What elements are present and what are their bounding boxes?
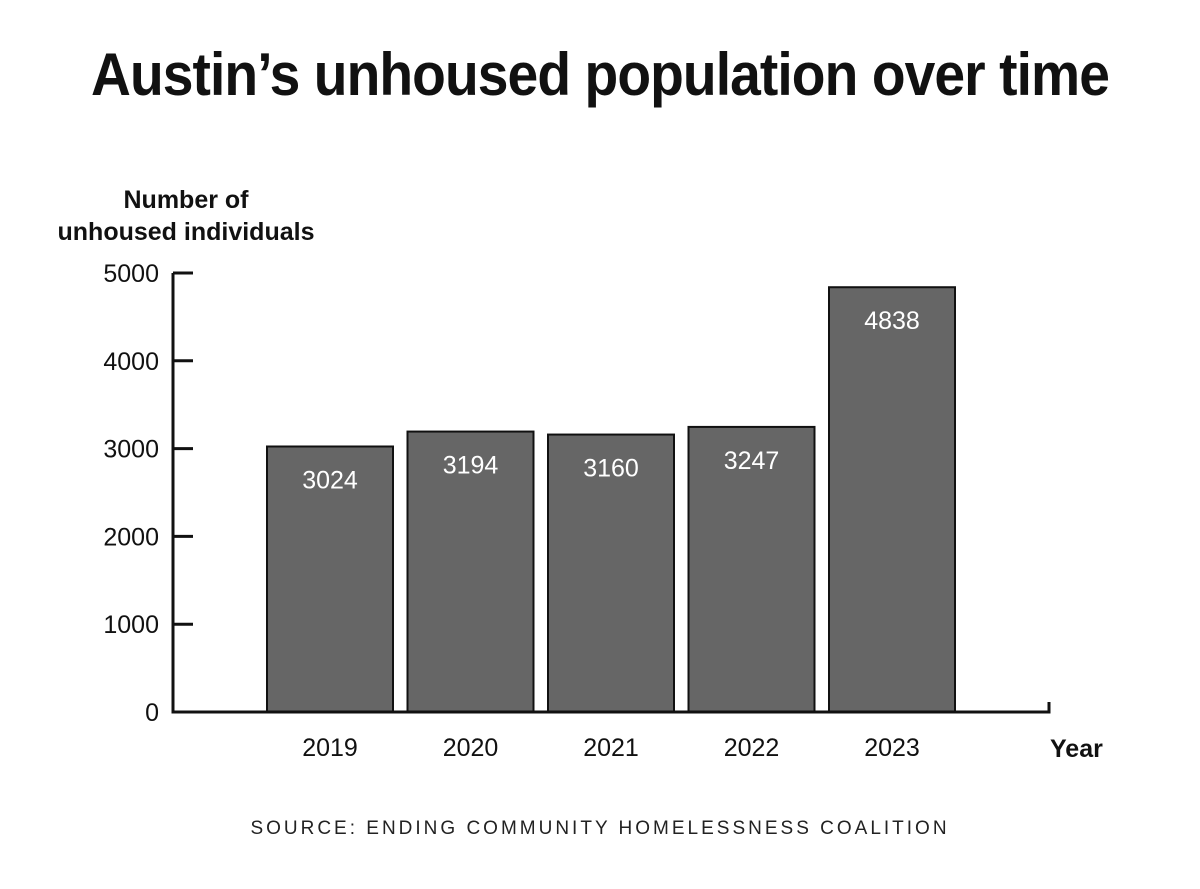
bar-data-label: 3194 bbox=[443, 452, 499, 480]
y-tick-label: 4000 bbox=[103, 348, 159, 376]
x-tick-label: 2022 bbox=[724, 734, 780, 762]
bar bbox=[406, 430, 535, 713]
y-tick-label: 0 bbox=[145, 699, 159, 727]
bar-data-label: 4838 bbox=[864, 307, 920, 335]
x-axis-ticks: 2019 2020 2021 2022 2023 bbox=[302, 734, 920, 762]
bars: 3024 3194 3160 3247 4838 bbox=[266, 286, 956, 713]
x-axis-title: Year bbox=[1050, 735, 1103, 763]
source-note: SOURCE: ENDING COMMUNITY HOMELESSNESS CO… bbox=[250, 818, 950, 839]
y-tick-label: 2000 bbox=[103, 523, 159, 551]
y-axis-title-line-1: Number of bbox=[123, 186, 249, 214]
bar bbox=[547, 433, 675, 713]
y-axis-title: Number of unhoused individuals bbox=[56, 184, 316, 248]
chart-title: Austin’s unhoused population over time bbox=[91, 41, 1110, 108]
bar bbox=[828, 286, 956, 713]
x-tick-label: 2023 bbox=[864, 734, 920, 762]
y-axis-ticks: 0 1000 2000 3000 4000 5000 bbox=[103, 260, 193, 727]
bar bbox=[266, 445, 394, 713]
bar-data-label: 3247 bbox=[724, 447, 780, 475]
y-tick-label: 3000 bbox=[103, 436, 159, 464]
bar-data-label: 3024 bbox=[302, 466, 358, 494]
y-tick-label: 5000 bbox=[103, 260, 159, 288]
y-tick-label: 1000 bbox=[103, 611, 159, 639]
y-axis-title-line-2: unhoused individuals bbox=[57, 218, 315, 246]
x-tick-label: 2020 bbox=[443, 734, 499, 762]
x-tick-label: 2019 bbox=[302, 734, 358, 762]
x-tick-label: 2021 bbox=[583, 734, 639, 762]
bar-data-label: 3160 bbox=[583, 455, 639, 483]
bar bbox=[687, 425, 816, 713]
